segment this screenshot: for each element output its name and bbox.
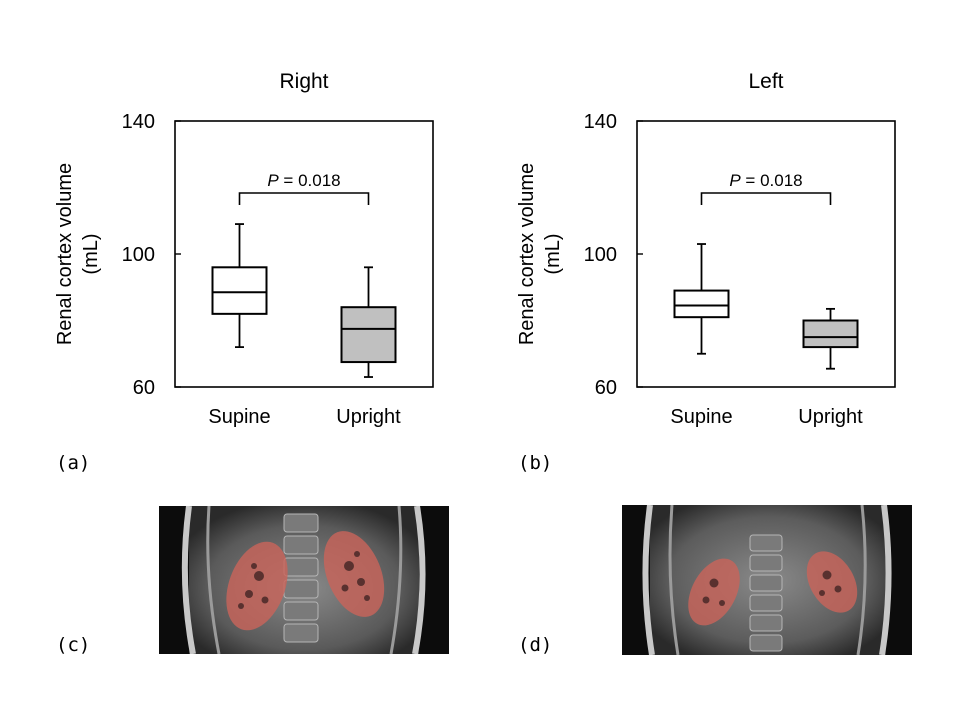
x-tick-label-right-upright: Upright <box>336 406 401 428</box>
chart-title-left: Left <box>748 70 783 93</box>
y-tick-label-left-1: 100 <box>584 244 617 266</box>
y-tick-label-right-0: 60 <box>133 377 155 399</box>
x-tick-label-left-upright: Upright <box>798 406 863 428</box>
y-axis-unit-right: (mL) <box>80 233 102 274</box>
panel-label-d: (d) <box>518 634 553 656</box>
panel-label-a: (a) <box>56 452 91 474</box>
y-axis-unit-left: (mL) <box>542 233 564 274</box>
y-tick-label-left-0: 60 <box>595 377 617 399</box>
y-axis-label-right: Renal cortex volume <box>54 163 76 345</box>
mri-image-supine <box>159 506 449 654</box>
y-axis-label-left: Renal cortex volume <box>516 163 538 345</box>
chart-title-right: Right <box>279 70 328 93</box>
box-right-supine <box>211 266 268 315</box>
mri-image-upright <box>622 505 912 655</box>
significance-bracket-right <box>238 192 370 205</box>
box-left-upright <box>802 319 859 349</box>
box-right-upright <box>340 306 397 364</box>
y-tick-label-right-1: 100 <box>122 244 155 266</box>
significance-bracket-left <box>700 192 832 205</box>
p-value-annotation-right: P = 0.018 <box>267 171 340 190</box>
y-tick-label-right-2: 140 <box>122 111 155 133</box>
panel-label-c: (c) <box>56 634 91 656</box>
y-tick-label-left-2: 140 <box>584 111 617 133</box>
box-left-supine <box>673 289 730 319</box>
p-value-annotation-left: P = 0.018 <box>729 171 802 190</box>
x-tick-label-right-supine: Supine <box>208 406 270 428</box>
x-tick-label-left-supine: Supine <box>670 406 732 428</box>
panel-label-b: (b) <box>518 452 553 474</box>
